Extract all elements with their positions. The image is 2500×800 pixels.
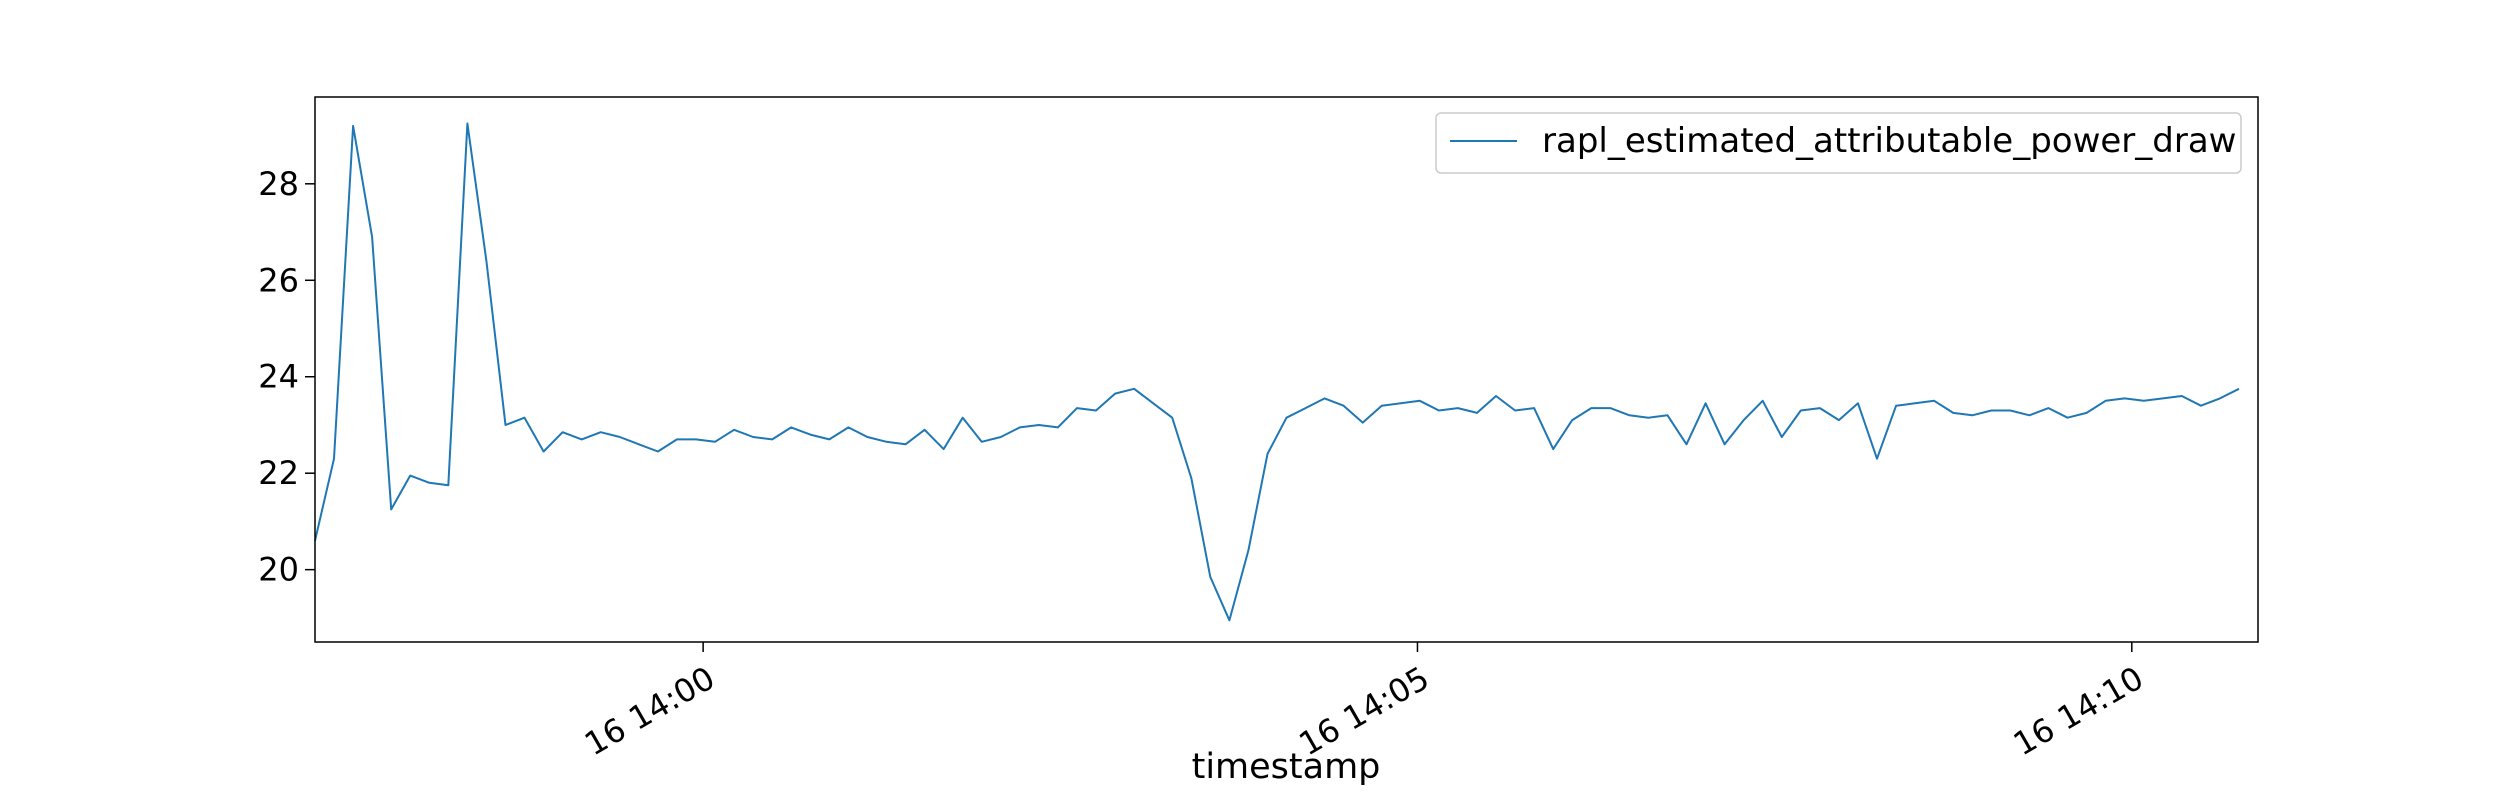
y-tick-label: 24 <box>258 358 299 396</box>
y-tick-label: 26 <box>258 261 299 299</box>
y-axis: 20 22 24 26 28 <box>258 165 315 589</box>
y-tick-label: 22 <box>258 454 299 492</box>
y-tick-label: 28 <box>258 165 299 203</box>
plot-area <box>314 122 2240 622</box>
series-line-rapl-power <box>314 122 2240 622</box>
legend-box <box>1435 112 2242 174</box>
legend-label: rapl_estimated_attributable_power_draw <box>1542 121 2237 161</box>
y-tick-label: 20 <box>258 551 299 589</box>
x-axis-title: timestamp <box>1192 747 1381 787</box>
plot-frame <box>314 96 2259 643</box>
legend: rapl_estimated_attributable_power_draw <box>1435 112 2242 174</box>
